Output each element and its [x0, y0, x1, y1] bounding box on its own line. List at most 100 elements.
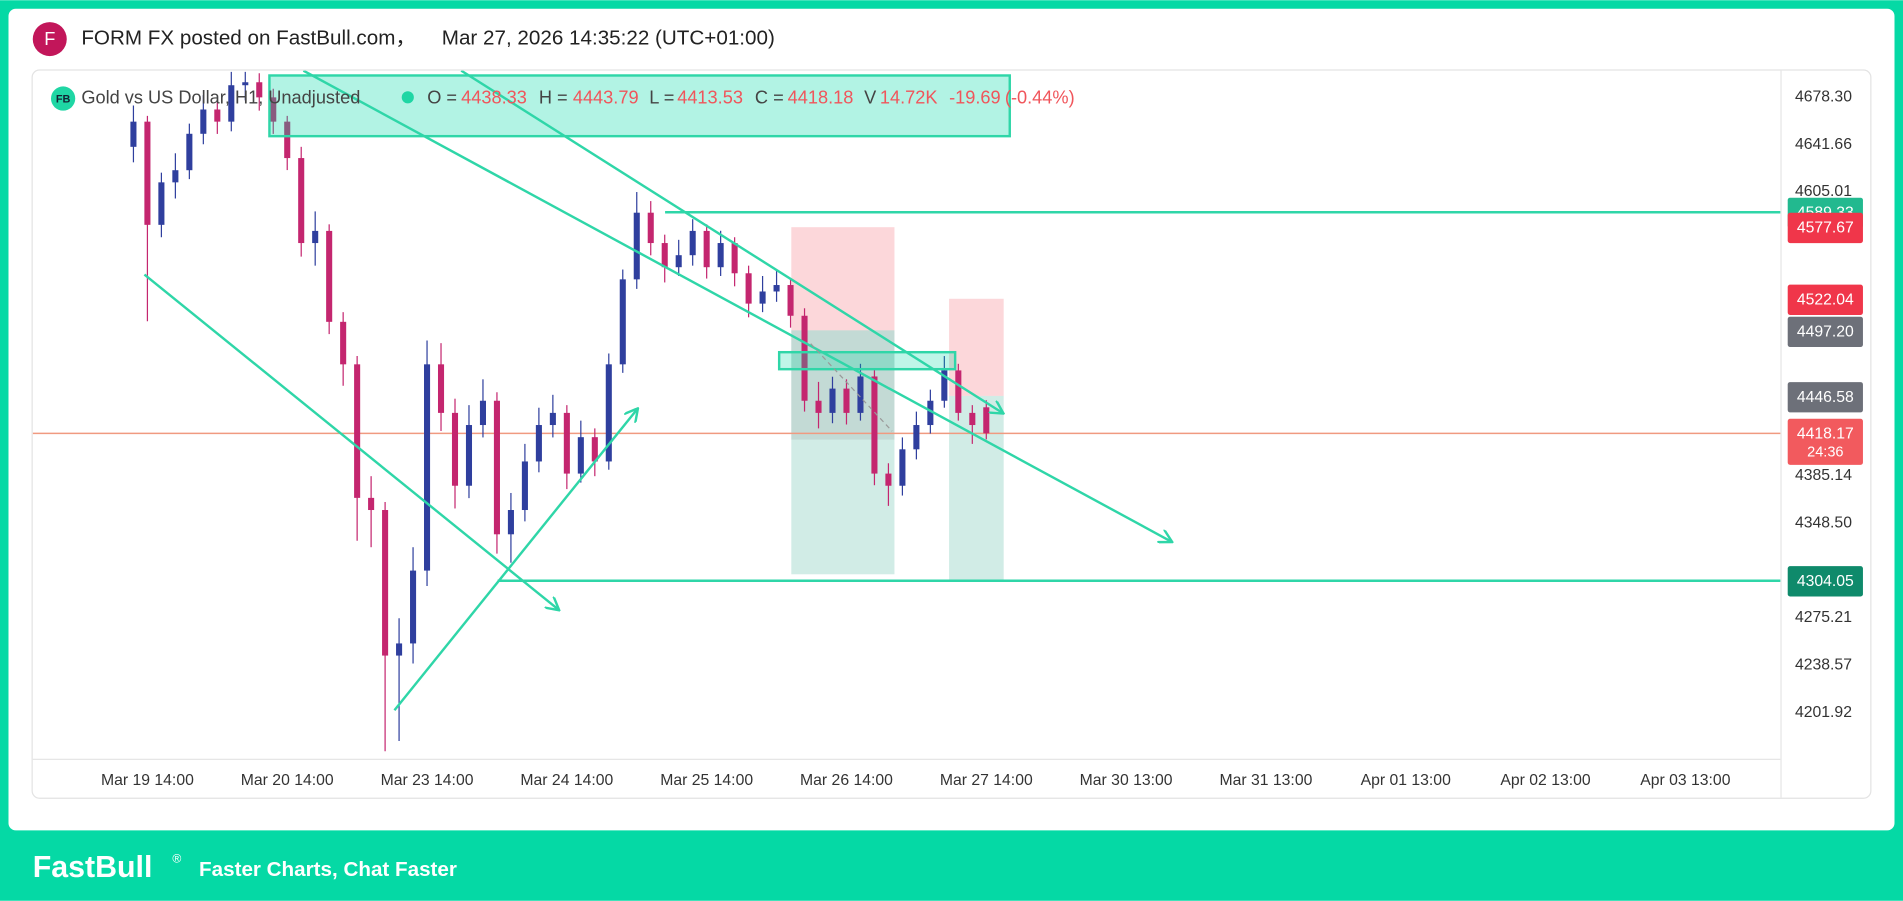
legend-value: 14.72K: [880, 87, 938, 107]
brand: FastBull: [33, 851, 153, 884]
candle-body: [731, 243, 738, 274]
symbol-logo: [50, 86, 76, 111]
candle-body: [368, 497, 375, 511]
candle-body: [969, 412, 976, 426]
candle-body: [284, 121, 291, 159]
legend-label: V: [864, 87, 877, 107]
card: [8, 8, 1895, 831]
candle-body: [451, 412, 459, 486]
trend-arrow: [460, 70, 1002, 413]
trademark: ®: [172, 852, 181, 866]
candle-body: [773, 285, 780, 292]
legend-label: C =: [755, 87, 784, 107]
candle-body: [410, 570, 417, 644]
candle-body: [619, 279, 626, 365]
candle-body: [172, 170, 179, 183]
plot: [32, 211, 1781, 582]
candle-body: [955, 370, 962, 413]
y-tick-label: 4678.30: [1795, 89, 1852, 106]
candle-body: [717, 243, 724, 268]
candle-body: [200, 109, 207, 134]
candle-body: [130, 121, 137, 147]
candle-body: [535, 425, 542, 462]
candle-body: [424, 364, 431, 571]
candle-body: [298, 158, 305, 244]
x-tick-label: Mar 24 14:00: [520, 772, 613, 789]
candle-body: [703, 230, 710, 268]
candle-body: [158, 182, 165, 225]
candle-body: [228, 85, 235, 122]
x-tick-label: Mar 26 14:00: [800, 772, 893, 789]
candle-body: [521, 461, 528, 511]
candle-body: [801, 315, 808, 401]
candle-body: [983, 407, 990, 434]
status-dot: [401, 91, 414, 104]
candle-body: [549, 412, 556, 426]
candle-body: [577, 437, 584, 474]
price-label-box: [1787, 418, 1863, 465]
legend-label: O =: [427, 87, 457, 107]
x-tick-label: Apr 01 13:00: [1361, 772, 1452, 789]
candle-body: [242, 82, 249, 86]
target-zone: [949, 395, 1004, 581]
y-tick-label: 4238.57: [1795, 656, 1852, 673]
countdown: 24:36: [1807, 445, 1843, 461]
candle-body: [396, 643, 403, 656]
dashed-path: [810, 343, 893, 432]
logo-text: FB: [56, 94, 71, 106]
y-tick-label: 4348.50: [1795, 514, 1852, 531]
trend-arrow: [302, 70, 1171, 542]
candle-body: [689, 230, 696, 256]
price-label-box: [1787, 212, 1863, 244]
candle-body: [633, 212, 640, 280]
x-tick-label: Apr 02 13:00: [1500, 772, 1591, 789]
candle-body: [759, 291, 766, 304]
candle-body: [186, 133, 193, 171]
price-label-box: [1787, 316, 1863, 348]
x-tick-label: Mar 19 14:00: [101, 772, 194, 789]
candle-body: [661, 243, 668, 268]
legend-value: -19.69: [949, 87, 1001, 107]
x-tick-label: Mar 30 13:00: [1080, 772, 1173, 789]
candle-body: [815, 400, 822, 413]
x-tick-label: Mar 20 14:00: [241, 772, 334, 789]
trend-arrow: [143, 273, 558, 610]
trend-arrow: [393, 409, 637, 711]
y-tick-label: 4201.92: [1795, 704, 1852, 721]
price-label: 4446.58: [1797, 389, 1854, 406]
tagline: Faster Charts, Chat Faster: [199, 858, 457, 881]
legend-value: 4413.53: [677, 87, 743, 107]
y-tick-label: 4385.14: [1795, 467, 1852, 484]
candle-body: [437, 364, 445, 413]
candles: [130, 71, 990, 752]
price-label: 4497.20: [1797, 324, 1854, 341]
legend-value: (-0.44%): [1005, 87, 1075, 107]
axes: 4678.30 4641.66 4605.01 4385.14 4348.50 4275.…: [101, 89, 1863, 789]
candle-body: [927, 400, 934, 426]
candle-body: [857, 376, 864, 413]
candle-body: [787, 285, 794, 316]
candle-body: [256, 82, 263, 98]
candle-body: [382, 510, 389, 656]
candle-body: [479, 400, 486, 426]
candle-body: [899, 449, 906, 486]
candle-body: [885, 473, 892, 486]
legend-value: 4438.33: [461, 87, 527, 107]
candle-body: [354, 364, 361, 498]
price-label-box: [1787, 566, 1863, 597]
y-tick-label: 4641.66: [1795, 136, 1852, 153]
candle-body: [605, 364, 612, 462]
price-label: 4577.67: [1797, 220, 1854, 237]
candle-body: [563, 412, 570, 474]
candle-body: [312, 230, 319, 244]
price-label: 4522.04: [1797, 292, 1854, 309]
candle-body: [493, 400, 500, 535]
y-tick-label: 4605.01: [1795, 183, 1852, 200]
candle-body: [270, 97, 277, 122]
timestamp: Mar 27, 2026 14:35:22 (UTC+01:00): [442, 27, 775, 50]
x-tick-label: Mar 25 14:00: [660, 772, 753, 789]
price-label: 4304.05: [1797, 573, 1854, 590]
highlight-box: [268, 74, 1011, 138]
